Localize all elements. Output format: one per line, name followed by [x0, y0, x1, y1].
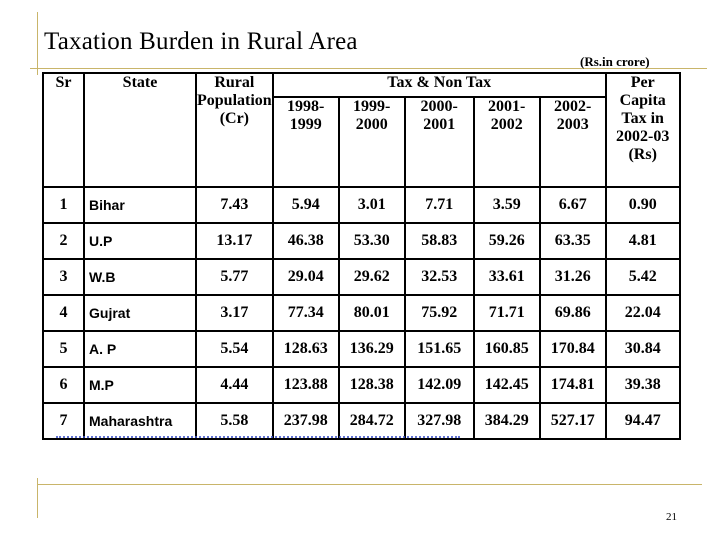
row-sr: 7 [44, 404, 83, 438]
row-state: Maharashtra [85, 404, 195, 438]
header-year: 1998-1999 [273, 98, 338, 186]
row-per-capita-tax: 30.84 [606, 332, 679, 366]
footer-line [38, 484, 702, 485]
row-per-capita-tax: 5.42 [606, 260, 679, 294]
row-per-capita-tax: 94.47 [606, 404, 679, 438]
row-state: U.P [85, 224, 195, 258]
row-tax-2002-2003: 6.67 [540, 188, 605, 222]
table-row: 4 Gujrat 3.17 77.34 80.01 75.92 71.71 69.86 22.0… [44, 296, 679, 330]
row-tax-2001-2002: 160.85 [474, 332, 539, 366]
header-year: 2000-2001 [405, 98, 473, 186]
table-row: 5 A. P 5.54 128.63 136.29 151.65 160.85 170.84 3… [44, 332, 679, 366]
row-rural-population: 5.77 [197, 260, 272, 294]
row-sr: 1 [44, 188, 83, 222]
row-tax-2000-2001: 7.71 [405, 188, 473, 222]
row-state: M.P [85, 368, 195, 402]
row-tax-2001-2002: 3.59 [474, 188, 539, 222]
row-per-capita-tax: 0.90 [606, 188, 679, 222]
row-tax-2000-2001: 327.98 [405, 404, 473, 438]
row-sr: 2 [44, 224, 83, 258]
header-state: State [85, 74, 195, 186]
table-row: 2 U.P 13.17 46.38 53.30 58.83 59.26 63.35 4.81 [44, 224, 679, 258]
row-tax-1998-1999: 46.38 [273, 224, 338, 258]
header-year: 1999-2000 [339, 98, 404, 186]
row-tax-2000-2001: 75.92 [405, 296, 473, 330]
row-state: Gujrat [85, 296, 195, 330]
row-tax-2002-2003: 69.86 [540, 296, 605, 330]
header-tax-group: Tax & Non Tax [273, 74, 605, 96]
row-rural-population: 4.44 [197, 368, 272, 402]
row-tax-1998-1999: 128.63 [273, 332, 338, 366]
decorative-footer-vertical-line [37, 478, 38, 518]
row-tax-1999-2000: 128.38 [339, 368, 404, 402]
row-rural-population: 3.17 [197, 296, 272, 330]
row-tax-1999-2000: 284.72 [339, 404, 404, 438]
slide-title: Taxation Burden in Rural Area [44, 28, 358, 55]
row-tax-1999-2000: 53.30 [339, 224, 404, 258]
row-tax-1998-1999: 123.88 [273, 368, 338, 402]
row-tax-2001-2002: 33.61 [474, 260, 539, 294]
header-year: 2002-2003 [540, 98, 605, 186]
row-tax-2000-2001: 58.83 [405, 224, 473, 258]
decorative-vertical-line [37, 12, 38, 75]
row-rural-population: 5.54 [197, 332, 272, 366]
row-tax-2002-2003: 170.84 [540, 332, 605, 366]
row-tax-2000-2001: 142.09 [405, 368, 473, 402]
row-tax-1998-1999: 237.98 [273, 404, 338, 438]
row-tax-1999-2000: 80.01 [339, 296, 404, 330]
table-row: 1 Bihar 7.43 5.94 3.01 7.71 3.59 6.67 0.90 [44, 188, 679, 222]
row-sr: 5 [44, 332, 83, 366]
row-tax-2001-2002: 142.45 [474, 368, 539, 402]
header-sr: Sr [44, 74, 83, 186]
unit-note: (Rs.in crore) [580, 54, 650, 69]
row-tax-2001-2002: 384.29 [474, 404, 539, 438]
row-tax-2002-2003: 63.35 [540, 224, 605, 258]
header-per-capita: Per Capita Tax in 2002-03 (Rs) [606, 74, 679, 186]
row-tax-2002-2003: 174.81 [540, 368, 605, 402]
row-tax-1999-2000: 136.29 [339, 332, 404, 366]
row-tax-2002-2003: 31.26 [540, 260, 605, 294]
row-state: Bihar [85, 188, 195, 222]
row-sr: 4 [44, 296, 83, 330]
table-row: 6 M.P 4.44 123.88 128.38 142.09 142.45 174.81 39… [44, 368, 679, 402]
row-sr: 6 [44, 368, 83, 402]
page-number: 21 [666, 511, 677, 523]
header-rural-population: Rural Population (Cr) [197, 74, 272, 186]
row-rural-population: 5.58 [197, 404, 272, 438]
footnote-dotted-text [56, 431, 460, 438]
header-year: 2001-2002 [474, 98, 539, 186]
row-tax-1999-2000: 29.62 [339, 260, 404, 294]
row-tax-2002-2003: 527.17 [540, 404, 605, 438]
row-sr: 3 [44, 260, 83, 294]
table-row: 3 W.B 5.77 29.04 29.62 32.53 33.61 31.26 5.42 [44, 260, 679, 294]
row-state: A. P [85, 332, 195, 366]
row-per-capita-tax: 22.04 [606, 296, 679, 330]
row-tax-1998-1999: 77.34 [273, 296, 338, 330]
row-state: W.B [85, 260, 195, 294]
row-per-capita-tax: 4.81 [606, 224, 679, 258]
tax-table: Sr State Rural Population (Cr) Tax & Non… [42, 72, 681, 440]
row-tax-1998-1999: 5.94 [273, 188, 338, 222]
row-tax-1998-1999: 29.04 [273, 260, 338, 294]
row-rural-population: 13.17 [197, 224, 272, 258]
table-row: 7 Maharashtra 5.58 237.98 284.72 327.98 384.29… [44, 404, 679, 438]
row-tax-2001-2002: 59.26 [474, 224, 539, 258]
row-tax-2000-2001: 151.65 [405, 332, 473, 366]
title-underline [30, 68, 707, 69]
row-per-capita-tax: 39.38 [606, 368, 679, 402]
row-rural-population: 7.43 [197, 188, 272, 222]
row-tax-2000-2001: 32.53 [405, 260, 473, 294]
row-tax-2001-2002: 71.71 [474, 296, 539, 330]
row-tax-1999-2000: 3.01 [339, 188, 404, 222]
